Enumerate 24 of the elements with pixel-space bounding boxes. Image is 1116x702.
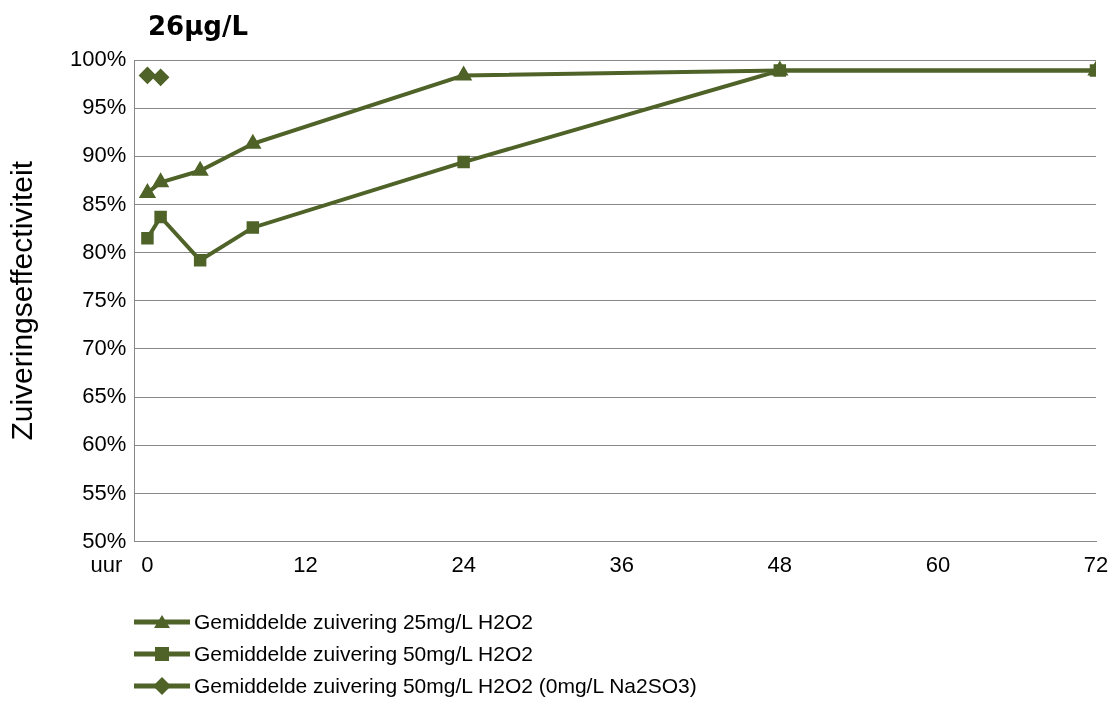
y-tick-label: 85% [82,190,127,216]
y-tick-label: 60% [82,431,127,457]
chart-title: 26µg/L [148,11,248,41]
x-axis-title: uur [90,552,123,578]
legend-label: Gemiddelde zuivering 50mg/L H2O2 (0mg/L Na2SO3) [194,674,697,698]
x-tick-label: 72 [1083,551,1109,577]
y-tick-label: 50% [82,527,127,553]
x-tick-label: 0 [141,551,154,577]
x-tick-label: 24 [451,551,476,577]
y-tick-label: 55% [82,479,127,505]
x-tick-label: 60 [925,551,951,577]
legend-label: Gemiddelde zuivering 25mg/L H2O2 [194,610,533,634]
y-tick-label: 80% [82,238,127,264]
y-tick-label: 90% [82,142,127,168]
y-tick-label: 75% [82,286,127,312]
x-tick-label: 48 [767,551,793,577]
y-axis-title: Zuiveringseffectiviteit [5,160,39,441]
y-tick-label: 95% [82,94,127,120]
x-tick-label: 36 [609,551,634,577]
x-tick-label: 12 [293,551,318,577]
legend-label: Gemiddelde zuivering 50mg/L H2O2 [194,642,533,666]
y-tick-label: 65% [82,383,127,409]
y-tick-label: 70% [82,335,127,361]
y-tick-label: 100% [69,46,127,72]
